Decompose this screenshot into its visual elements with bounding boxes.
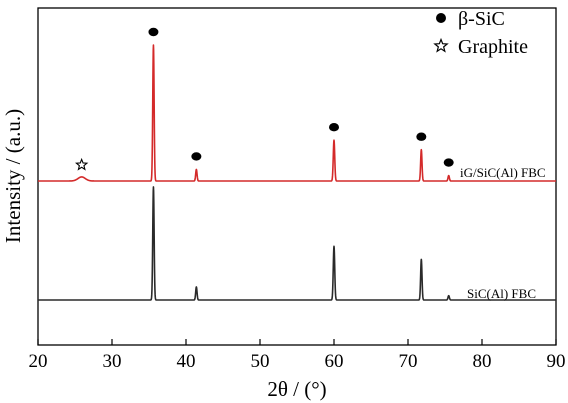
sic-peak-marker — [416, 132, 427, 141]
y-axis-label: Intensity / (a.u.) — [1, 109, 25, 243]
sic-peak-marker — [329, 123, 339, 132]
sic-peak-marker — [443, 158, 454, 167]
x-tick-label: 40 — [177, 351, 196, 372]
x-tick-label: 70 — [399, 351, 418, 372]
series-layer — [37, 44, 557, 301]
x-tick-label: 30 — [103, 351, 122, 372]
legend: β-SiC Graphite — [433, 8, 528, 58]
legend-label: β-SiC — [458, 8, 505, 30]
x-tick-label: 20 — [29, 351, 48, 372]
sic-peak-marker — [191, 152, 202, 161]
plot-frame — [37, 7, 557, 346]
x-axis-label: 2θ / (°) — [267, 377, 326, 401]
series-line — [37, 186, 557, 301]
x-tick-label: 60 — [325, 351, 344, 372]
series-line — [37, 44, 557, 182]
x-tick-label: 50 — [251, 351, 270, 372]
sic-peak-marker — [148, 27, 159, 37]
series-label: SiC(Al) FBC — [467, 286, 536, 301]
legend-label: Graphite — [458, 36, 528, 58]
legend-circle-icon — [436, 13, 446, 23]
x-tick-label: 80 — [473, 351, 492, 372]
graphite-peak-marker — [75, 157, 89, 171]
marker-layer — [75, 27, 454, 171]
legend-star-icon — [433, 37, 449, 53]
x-axis: 20 30 40 50 60 70 80 90 — [29, 339, 566, 372]
series-label: iG/SiC(Al) FBC — [460, 165, 546, 180]
x-tick-label: 90 — [547, 351, 566, 372]
